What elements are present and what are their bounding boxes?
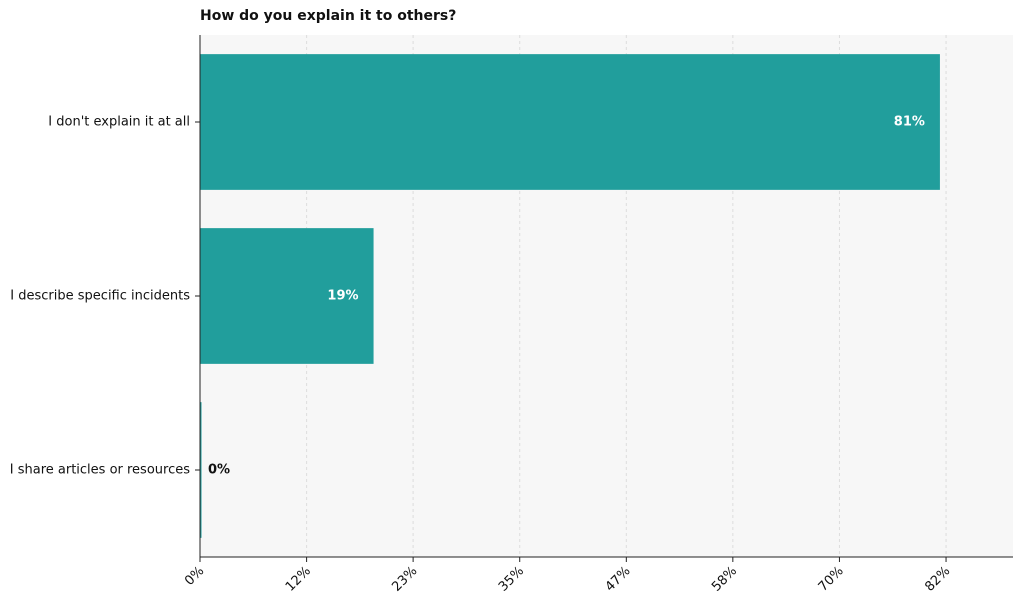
bar	[200, 54, 940, 190]
x-tick-label: 82%	[922, 564, 953, 595]
x-tick-label: 12%	[283, 564, 314, 595]
bar	[200, 402, 202, 538]
value-label: 19%	[327, 289, 358, 304]
chart-title: How do you explain it to others?	[200, 8, 456, 24]
value-label: 0%	[208, 463, 230, 478]
bar	[200, 228, 374, 364]
x-tick-label: 58%	[709, 564, 740, 595]
x-tick-label: 23%	[389, 564, 420, 595]
y-tick-label: I describe specific incidents	[10, 289, 190, 304]
x-tick-label: 0%	[182, 564, 207, 589]
y-tick-label: I share articles or resources	[10, 463, 190, 478]
value-label: 81%	[894, 115, 925, 130]
y-tick-label: I don't explain it at all	[48, 115, 190, 130]
x-tick-label: 70%	[816, 564, 847, 595]
x-tick-label: 47%	[603, 564, 634, 595]
x-tick-label: 35%	[496, 564, 527, 595]
